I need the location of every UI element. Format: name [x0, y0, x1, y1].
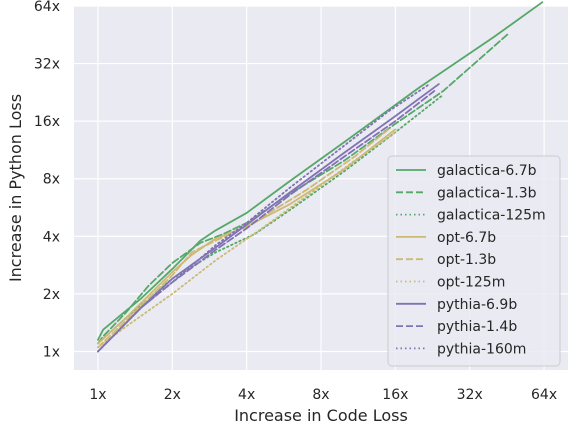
legend: galactica-6.7b galactica-1.3b galactica-12…	[387, 155, 561, 367]
x-tick-label: 1x	[89, 387, 106, 403]
legend-label: pythia-160m	[437, 341, 526, 357]
y-axis-label: Increase in Python Loss	[6, 94, 25, 282]
series-line-opt-1.3b	[97, 128, 390, 349]
legend-label: pythia-6.9b	[437, 297, 517, 313]
legend-label: galactica-1.3b	[437, 185, 537, 201]
legend-label: opt-125m	[437, 275, 505, 291]
y-tick-label: 64x	[34, 0, 60, 15]
y-tick-label: 2x	[43, 287, 60, 303]
x-tick-label: 4x	[238, 387, 255, 403]
legend-label: pythia-1.4b	[437, 319, 517, 335]
x-tick-label: 64x	[531, 387, 557, 403]
legend-label: opt-6.7b	[437, 230, 496, 246]
y-tick-label: 16x	[34, 114, 60, 130]
legend-label: opt-1.3b	[437, 252, 496, 268]
series-line-opt-125m	[97, 131, 397, 349]
x-axis-label: Increase in Code Loss	[234, 406, 408, 425]
x-tick-label: 2x	[164, 387, 181, 403]
x-tick-label: 32x	[457, 387, 483, 403]
x-tick-labels: 1x 2x 4x 8x 16x 32x 64x	[89, 387, 557, 403]
x-tick-label: 16x	[382, 387, 408, 403]
legend-label: galactica-125m	[437, 208, 546, 224]
y-tick-label: 4x	[43, 229, 60, 245]
series-line-galactica-1.3b	[97, 32, 510, 345]
y-tick-label: 32x	[34, 57, 60, 73]
series-layer	[97, 1, 544, 353]
series-line-pythia-6.9b	[97, 83, 440, 353]
y-tick-label: 8x	[43, 172, 60, 188]
y-tick-labels: 1x 2x 4x 8x 16x 32x 64x	[34, 0, 60, 360]
legend-box	[387, 155, 561, 367]
x-tick-label: 8x	[312, 387, 329, 403]
series-line-galactica-6.7b	[97, 1, 544, 341]
series-line-pythia-1.4b	[97, 90, 436, 353]
legend-label: galactica-6.7b	[437, 163, 537, 179]
y-tick-label: 1x	[43, 344, 60, 360]
